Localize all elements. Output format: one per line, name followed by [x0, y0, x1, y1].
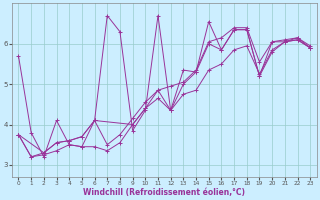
- X-axis label: Windchill (Refroidissement éolien,°C): Windchill (Refroidissement éolien,°C): [83, 188, 245, 197]
